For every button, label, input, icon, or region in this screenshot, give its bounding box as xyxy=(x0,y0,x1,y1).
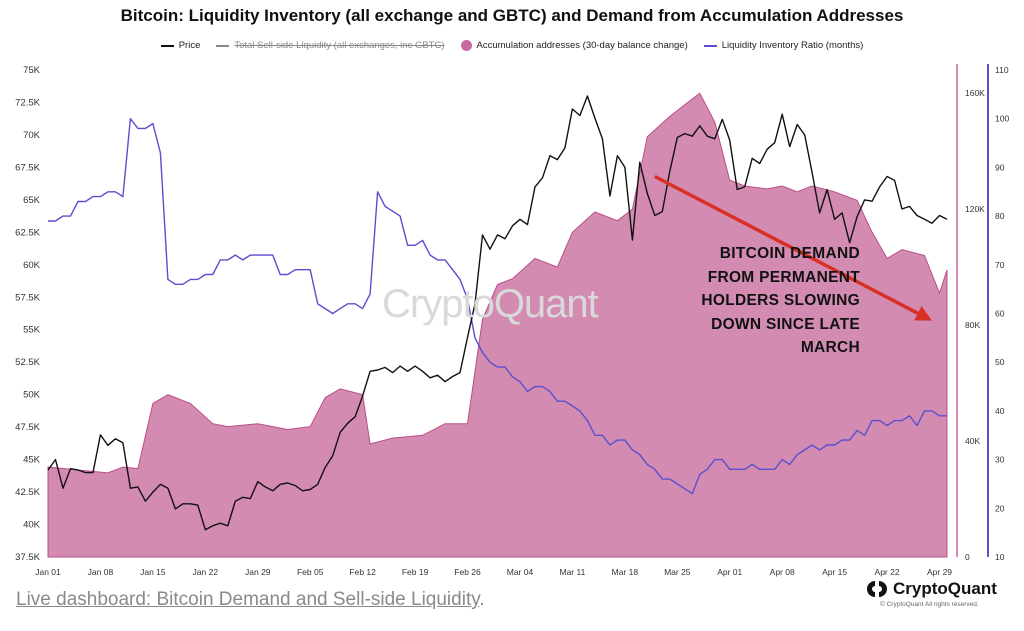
legend-swatch-sell-side-liquidity xyxy=(216,44,230,47)
watermark: CryptoQuant xyxy=(382,282,599,326)
y-left-tick-label: 55K xyxy=(23,325,41,336)
y-right-outer-tick-label: 80 xyxy=(995,211,1005,221)
x-tick-label: Apr 01 xyxy=(717,567,742,577)
annotation-callout: BITCOIN DEMAND FROM PERMANENT HOLDERS SL… xyxy=(640,242,860,360)
callout-line: MARCH xyxy=(800,339,860,356)
y-left-tick-label: 62.5K xyxy=(15,227,40,238)
x-tick-label: Feb 05 xyxy=(297,567,324,577)
y-right-outer-tick-label: 110 xyxy=(995,65,1009,75)
y-right-outer-tick-label: 60 xyxy=(995,309,1005,319)
legend-item-inventory-ratio[interactable]: Liquidity Inventory Ratio (months) xyxy=(703,40,864,51)
x-tick-label: Mar 11 xyxy=(560,567,586,577)
copyright: © CryptoQuant All rights reserved. xyxy=(880,601,979,608)
x-tick-label: Mar 04 xyxy=(507,567,534,577)
y-left-tick-label: 47.5K xyxy=(15,422,40,433)
y-left-tick-label: 37.5K xyxy=(15,552,40,563)
footer-link-suffix: . xyxy=(479,589,485,610)
x-tick-label: Feb 26 xyxy=(454,567,481,577)
y-right-outer-tick-label: 20 xyxy=(995,503,1005,513)
x-tick-label: Jan 01 xyxy=(35,567,61,577)
y-right-outer-tick-label: 100 xyxy=(995,114,1009,124)
y-left-tick-label: 50K xyxy=(23,390,41,401)
y-right-outer-tick-label: 30 xyxy=(995,455,1005,465)
series-area-accumulation xyxy=(47,92,948,558)
y-left-tick-label: 40K xyxy=(23,520,41,531)
legend-label-inventory-ratio: Liquidity Inventory Ratio (months) xyxy=(721,40,864,51)
y-left-tick-label: 72.5K xyxy=(15,97,40,108)
live-dashboard-link[interactable]: Live dashboard: Bitcoin Demand and Sell-… xyxy=(16,589,480,610)
chart-plot: 37.5K 40K 42.5K 45K 47.5K 50K 52.5K 55K 57.5K 60K… xyxy=(15,64,1009,577)
legend-label-price: Price xyxy=(178,40,201,51)
legend-item-sell-side-liquidity[interactable]: Total Sell-side Liquidity (all exchanges… xyxy=(216,40,445,51)
y-right-outer-tick-label: 10 xyxy=(995,552,1005,562)
annotation-arrow-head xyxy=(914,306,933,321)
legend-swatch-accumulation xyxy=(460,40,472,51)
brand-name: CryptoQuant xyxy=(893,579,997,598)
x-tick-label: Feb 19 xyxy=(402,567,429,577)
y-right-outer-tick-label: 90 xyxy=(995,162,1005,172)
x-tick-label: Mar 25 xyxy=(664,567,691,577)
callout-line: DOWN SINCE LATE xyxy=(711,315,860,333)
legend-item-price[interactable]: Price xyxy=(160,40,201,51)
y-right-inner-tick-label: 40K xyxy=(965,436,980,446)
chart-legend: Price Total Sell-side Liquidity (all exc… xyxy=(0,40,1024,51)
legend-label-sell-side-liquidity: Total Sell-side Liquidity (all exchanges… xyxy=(234,40,445,51)
y-left-tick-label: 57.5K xyxy=(15,292,40,303)
x-tick-label: Apr 08 xyxy=(770,567,795,577)
legend-swatch-inventory-ratio xyxy=(703,44,717,47)
x-tick-label: Mar 18 xyxy=(612,567,639,577)
y-right-inner-tick-label: 80K xyxy=(965,320,980,330)
chart-title: Bitcoin: Liquidity Inventory (all exchan… xyxy=(120,6,904,25)
y-right-inner-tick-label: 120K xyxy=(965,204,985,214)
x-tick-label: Apr 29 xyxy=(927,567,952,577)
brand-logo: CryptoQuant xyxy=(866,579,997,599)
x-tick-label: Jan 15 xyxy=(140,567,166,577)
y-left-tick-label: 45K xyxy=(23,455,41,466)
x-tick-label: Jan 22 xyxy=(193,567,219,577)
x-tick-label: Jan 29 xyxy=(245,567,271,577)
legend-item-accumulation[interactable]: Accumulation addresses (30-day balance c… xyxy=(460,40,688,51)
x-tick-label: Apr 22 xyxy=(875,567,900,577)
y-left-tick-label: 65K xyxy=(23,195,41,206)
callout-line: HOLDERS SLOWING xyxy=(701,292,860,309)
callout-line: FROM PERMANENT xyxy=(707,268,860,286)
y-left-tick-label: 60K xyxy=(23,260,41,271)
footer-link-row: Live dashboard: Bitcoin Demand and Sell-… xyxy=(16,589,485,611)
y-left-tick-label: 70K xyxy=(23,130,41,141)
y-right-inner-tick-label: 160K xyxy=(965,88,985,98)
series-line-inventory-ratio xyxy=(48,118,947,495)
series-line-price xyxy=(47,95,948,531)
callout-line: BITCOIN DEMAND xyxy=(719,245,860,262)
y-left-tick-label: 52.5K xyxy=(15,357,40,368)
legend-label-accumulation: Accumulation addresses (30-day balance c… xyxy=(476,40,688,51)
y-right-outer-tick-label: 70 xyxy=(995,260,1005,270)
x-tick-label: Apr 15 xyxy=(822,567,847,577)
y-left-tick-label: 67.5K xyxy=(15,162,40,173)
y-right-outer-tick-label: 50 xyxy=(995,357,1005,367)
x-tick-label: Feb 12 xyxy=(349,567,376,577)
y-right-outer-tick-label: 40 xyxy=(995,406,1005,416)
y-right-inner-tick-label: 0 xyxy=(965,552,970,562)
legend-swatch-price xyxy=(160,44,174,47)
cryptoquant-logo-icon xyxy=(867,581,887,597)
y-left-tick-label: 75K xyxy=(23,65,41,76)
x-tick-label: Jan 08 xyxy=(88,567,114,577)
annotation-arrow-line xyxy=(654,174,919,315)
y-left-tick-label: 42.5K xyxy=(15,487,40,498)
